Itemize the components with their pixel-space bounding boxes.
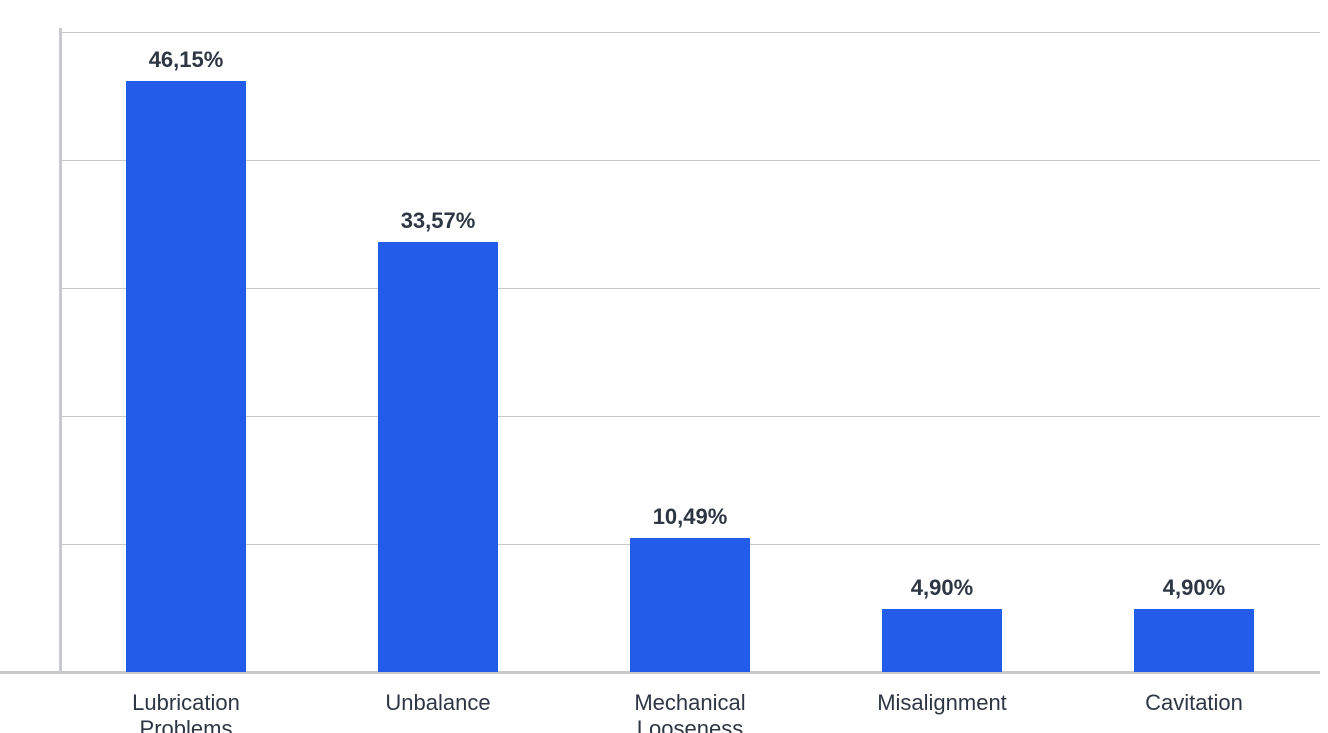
bar <box>126 81 246 672</box>
bar-value-label: 33,57% <box>318 208 558 234</box>
bar <box>1134 609 1254 672</box>
y-axis-line <box>59 28 62 674</box>
bar-chart: 46,15% Lubrication Problems 33,57% Unbalanc… <box>0 0 1328 733</box>
category-label: Lubrication Problems <box>46 690 326 733</box>
gridline <box>60 416 1320 417</box>
bar <box>378 242 498 672</box>
gridline <box>60 288 1320 289</box>
bar-value-label: 4,90% <box>1074 575 1314 601</box>
category-label: Mechanical Looseness <box>550 690 830 733</box>
category-label: Cavitation <box>1054 690 1328 716</box>
bar-value-label: 4,90% <box>822 575 1062 601</box>
bar <box>630 538 750 672</box>
gridline <box>60 32 1320 33</box>
gridline <box>60 160 1320 161</box>
bar-value-label: 10,49% <box>570 504 810 530</box>
bar-value-label: 46,15% <box>66 47 306 73</box>
category-label: Misalignment <box>802 690 1082 716</box>
bar <box>882 609 1002 672</box>
category-label: Unbalance <box>298 690 578 716</box>
